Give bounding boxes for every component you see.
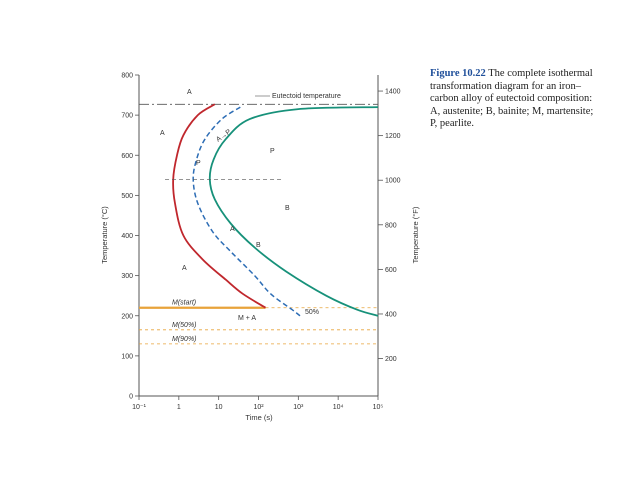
- figure-caption-text: The complete isothermal transformation d…: [430, 68, 594, 130]
- label-austenite-low: A: [182, 265, 187, 272]
- label-fifty-percent: 50%: [305, 309, 319, 316]
- label-pearlite: P: [270, 148, 275, 155]
- fifty-percent-curve: [192, 106, 301, 317]
- x-tick-label: 10⁵: [373, 404, 384, 411]
- y-tick-label: 0: [129, 394, 133, 401]
- label-pearlite-inner: P: [196, 160, 201, 167]
- x-tick-label: 1: [177, 404, 181, 411]
- label-austenite-mid: A: [230, 226, 235, 233]
- y2-tick-label: 1400: [385, 89, 401, 96]
- eutectoid-label: Eutectoid temperature: [272, 93, 341, 100]
- figure-caption: Figure 10.22 The complete isothermal tra…: [430, 68, 600, 131]
- finish-curve: [208, 106, 379, 317]
- label-bainite: B: [285, 205, 290, 212]
- x-tick-label: 10⁴: [333, 404, 344, 411]
- y2-axis-title: Temperature (°F): [411, 206, 420, 263]
- y-tick-label: 300: [121, 273, 133, 280]
- x-tick-label: 10: [215, 404, 223, 411]
- figure-number: Figure 10.22: [430, 68, 486, 79]
- y-tick-label: 800: [121, 73, 133, 80]
- y2-tick-label: 1200: [385, 133, 401, 140]
- y-tick-label: 200: [121, 313, 133, 320]
- martensite-label: M(50%): [172, 322, 197, 329]
- label-bainite-inner: B: [256, 242, 261, 249]
- y2-tick-label: 400: [385, 311, 397, 318]
- x-tick-label: 10³: [293, 404, 304, 411]
- y-tick-label: 600: [121, 153, 133, 160]
- y2-tick-label: 200: [385, 356, 397, 363]
- martensite-label: M(start): [172, 300, 196, 307]
- y-tick-label: 700: [121, 113, 133, 120]
- martensite-label: M(90%): [172, 336, 197, 343]
- x-axis-title: Time (s): [245, 413, 273, 422]
- y2-tick-label: 1000: [385, 178, 401, 185]
- label-martensite-austenite: M + A: [238, 315, 256, 322]
- y-tick-label: 500: [121, 193, 133, 200]
- y-axis-title: Temperature (°C): [100, 206, 109, 264]
- y2-tick-label: 800: [385, 222, 397, 229]
- x-tick-label: 10⁻¹: [132, 404, 146, 411]
- label-austenite-left: A: [160, 130, 165, 137]
- y-tick-label: 100: [121, 353, 133, 360]
- label-austenite-top: A: [187, 89, 192, 96]
- y-tick-label: 400: [121, 233, 133, 240]
- transformation-curves: [165, 103, 379, 317]
- start-curve: [172, 103, 266, 309]
- axis-ticks: 0 100 200 300 400 500 600 700 800 10⁻¹ 1 10 10² 10³ 10…: [121, 73, 400, 412]
- y2-tick-label: 600: [385, 267, 397, 274]
- martensite-lines: M(start) M(50%) M(90%): [139, 300, 378, 345]
- x-tick-label: 10²: [253, 404, 264, 411]
